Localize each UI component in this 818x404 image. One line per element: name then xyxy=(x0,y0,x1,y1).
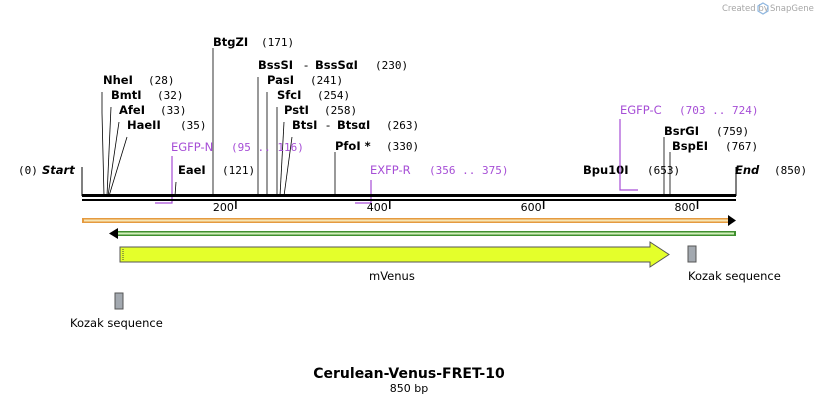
svg-text:BtsαI: BtsαI xyxy=(337,118,370,132)
end-label: End xyxy=(735,163,760,177)
svg-text:BssSI: BssSI xyxy=(258,58,293,72)
svg-text:EGFP-N: EGFP-N xyxy=(171,140,213,154)
primer-egfp-n[interactable]: EGFP-N (95 .. 116) xyxy=(155,140,304,204)
svg-text:BmtI: BmtI xyxy=(111,88,142,102)
svg-text:BssSαI: BssSαI xyxy=(315,58,358,72)
site-label-psti[interactable]: PstI (258) xyxy=(284,103,357,117)
backbone-top-strand xyxy=(82,194,736,197)
svg-text:BtsI: BtsI xyxy=(292,118,317,132)
orange-track[interactable] xyxy=(82,215,736,226)
svg-text:EGFP-C: EGFP-C xyxy=(620,103,662,117)
site-label-bmti[interactable]: BmtI (32) xyxy=(111,88,184,102)
site-label-nhei[interactable]: NheI (28) xyxy=(103,73,175,87)
mvenus-label: mVenus xyxy=(369,269,415,283)
svg-text:(33): (33) xyxy=(160,104,187,117)
svg-text:(121): (121) xyxy=(222,164,255,177)
site-line-nhei xyxy=(101,92,105,197)
site-label-bsrgi[interactable]: BsrGI (759) xyxy=(664,124,749,138)
snapgene-logo-icon xyxy=(757,2,769,15)
svg-text:(32): (32) xyxy=(157,89,184,102)
kozak-feature-right[interactable]: Kozak sequence xyxy=(687,245,781,283)
svg-text:-: - xyxy=(326,118,330,132)
svg-text:(767): (767) xyxy=(725,140,758,153)
site-line-bmti xyxy=(106,106,112,197)
svg-text:EaeI: EaeI xyxy=(178,163,206,177)
site-line-haeii xyxy=(108,136,128,197)
svg-text:(241): (241) xyxy=(310,74,343,87)
svg-text:(703 .. 724): (703 .. 724) xyxy=(679,104,758,117)
svg-text:(759): (759) xyxy=(716,125,749,138)
svg-text:BspEI: BspEI xyxy=(672,139,708,153)
svg-text:(254): (254) xyxy=(317,89,350,102)
svg-text:PasI: PasI xyxy=(267,73,294,87)
svg-text:EXFP-R: EXFP-R xyxy=(370,163,411,177)
ruler-label-200: 200 xyxy=(213,201,234,214)
site-label-bsssi[interactable]: BssSI - BssSαI (230) xyxy=(258,58,408,72)
site-line-afei xyxy=(107,121,120,197)
svg-text:(35): (35) xyxy=(180,119,207,132)
start-label: Start xyxy=(42,163,75,177)
primer-egfp-c[interactable]: EGFP-C (703 .. 724) xyxy=(619,103,758,191)
mvenus-feature[interactable]: mVenus xyxy=(119,241,670,283)
svg-text:AfeI: AfeI xyxy=(119,103,145,117)
svg-text:BtgZI: BtgZI xyxy=(213,35,248,49)
end-position: (850) xyxy=(774,164,807,177)
svg-text:BsrGI: BsrGI xyxy=(664,124,699,138)
svg-text:(356 .. 375): (356 .. 375) xyxy=(429,164,508,177)
svg-text:(171): (171) xyxy=(261,36,294,49)
construct-length: 850 bp xyxy=(390,382,428,395)
site-label-haeii[interactable]: HaeII (35) xyxy=(127,118,207,132)
site-label-bspei[interactable]: BspEI (767) xyxy=(672,139,758,153)
site-label-sfci[interactable]: SfcI (254) xyxy=(277,88,350,102)
backbone-bottom-strand xyxy=(82,199,736,201)
ruler-label-400: 400 xyxy=(367,201,388,214)
site-label-bpu10i[interactable]: Bpu10I (653) xyxy=(583,163,680,177)
site-line-psti xyxy=(279,121,285,197)
svg-text:SfcI: SfcI xyxy=(277,88,301,102)
site-label-btsi[interactable]: BtsI - BtsαI (263) xyxy=(292,118,419,132)
ruler: 200 400 600 800 xyxy=(213,201,699,214)
site-line-eaei xyxy=(174,181,177,197)
svg-text:HaeII: HaeII xyxy=(127,118,161,132)
svg-text:(95 .. 116): (95 .. 116) xyxy=(231,141,304,154)
site-label-btgzi[interactable]: BtgZI (171) xyxy=(213,35,294,49)
primer-exfp-r[interactable]: EXFP-R (356 .. 375) xyxy=(355,163,508,204)
kozak-left-label: Kozak sequence xyxy=(70,316,163,330)
kozak-feature-left[interactable]: Kozak sequence xyxy=(70,292,163,330)
kozak-right-label: Kozak sequence xyxy=(688,269,781,283)
start-position: (0) xyxy=(18,164,38,177)
site-line-btsi xyxy=(283,136,293,197)
svg-text:Bpu10I: Bpu10I xyxy=(583,163,628,177)
svg-text:(258): (258) xyxy=(324,104,357,117)
svg-text:PfoI *: PfoI * xyxy=(335,139,371,153)
svg-text:(230): (230) xyxy=(375,59,408,72)
svg-text:(263): (263) xyxy=(386,119,419,132)
site-label-pasi[interactable]: PasI (241) xyxy=(267,73,343,87)
site-lines xyxy=(101,48,671,197)
credit-prefix: Created by xyxy=(722,4,769,14)
svg-text:PstI: PstI xyxy=(284,103,309,117)
site-label-afei[interactable]: AfeI (33) xyxy=(119,103,187,117)
svg-text:(330): (330) xyxy=(386,140,419,153)
svg-text:(653): (653) xyxy=(647,164,680,177)
svg-text:-: - xyxy=(304,58,308,72)
construct-title: Cerulean-Venus-FRET-10 xyxy=(313,366,505,382)
green-track[interactable] xyxy=(109,228,736,239)
svg-text:(28): (28) xyxy=(148,74,175,87)
svg-text:NheI: NheI xyxy=(103,73,133,87)
site-label-pfoi[interactable]: PfoI * (330) xyxy=(335,139,419,153)
credit-brand: SnapGene xyxy=(770,4,814,14)
ruler-label-800: 800 xyxy=(675,201,696,214)
ruler-label-600: 600 xyxy=(521,201,542,214)
site-label-eaei[interactable]: EaeI (121) xyxy=(178,163,255,177)
